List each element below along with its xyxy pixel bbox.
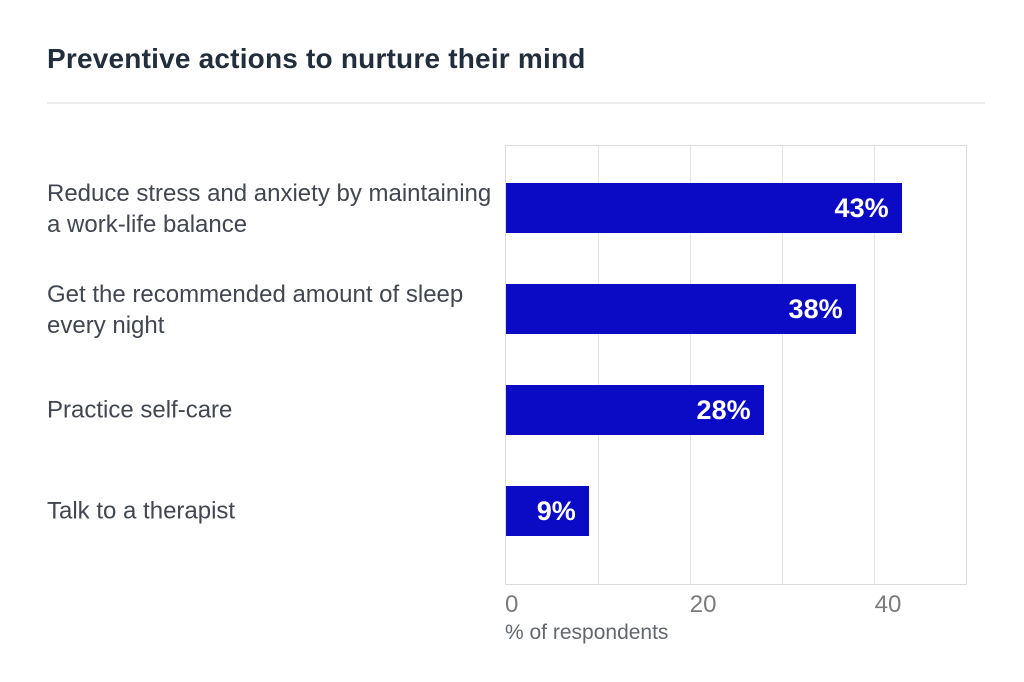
chart-title: Preventive actions to nurture their mind (47, 43, 586, 74)
bar-self-care: 28% (506, 385, 764, 435)
gridline (598, 146, 599, 584)
title-divider (47, 102, 985, 104)
category-label-work-life-balance: Reduce stress and anxiety by maintaining… (47, 180, 492, 238)
x-axis: 0 20 40 (505, 591, 967, 619)
bar-sleep: 38% (506, 284, 856, 334)
gridline (782, 146, 783, 584)
plot-area: 43% 38% 28% 9% (505, 145, 967, 585)
category-label-sleep: Get the recommended amount of sleep ever… (47, 281, 464, 339)
category-label-therapist: Talk to a therapist (47, 497, 236, 525)
x-axis-title: % of respondents (505, 621, 669, 644)
bar-value-label: 28% (696, 394, 751, 425)
bar-value-label: 38% (788, 293, 843, 324)
bar-therapist: 9% (506, 486, 589, 536)
x-axis-tick-label: 40 (874, 591, 902, 618)
x-axis-tick-label: 0 (505, 591, 519, 618)
gridline (874, 146, 875, 584)
bar-value-label: 9% (536, 495, 576, 526)
x-axis-tick-label: 20 (689, 591, 717, 618)
category-label-self-care: Practice self-care (47, 396, 233, 424)
bar-work-life-balance: 43% (506, 183, 902, 233)
gridline (690, 146, 691, 584)
bar-value-label: 43% (834, 192, 889, 223)
